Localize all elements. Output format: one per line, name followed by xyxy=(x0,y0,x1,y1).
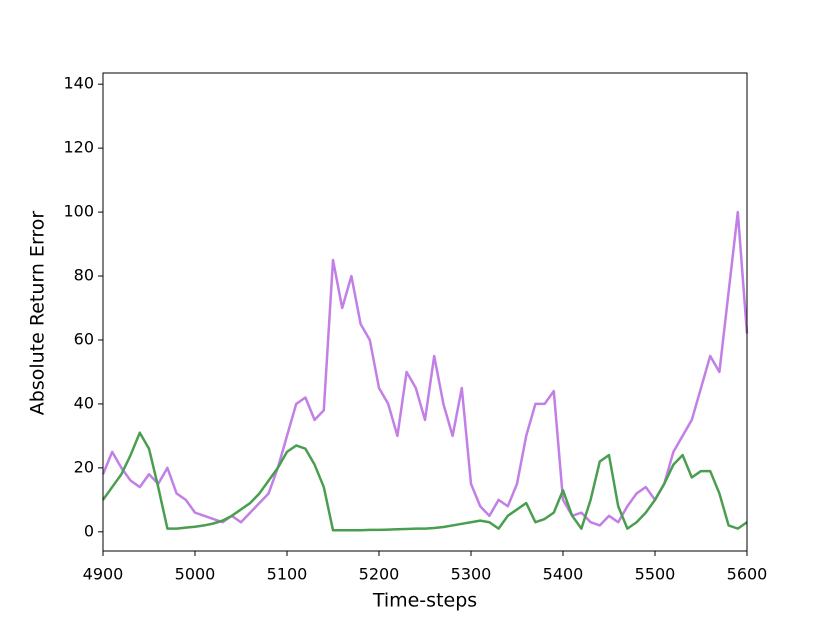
x-tick-label: 5000 xyxy=(175,565,216,584)
x-tick-label: 5100 xyxy=(267,565,308,584)
series-line xyxy=(101,431,748,532)
y-tick-label: 140 xyxy=(63,74,94,93)
plot-frame xyxy=(102,72,748,552)
x-tick-label: 5200 xyxy=(359,565,400,584)
y-tick-label: 60 xyxy=(74,329,94,348)
y-tick-label: 0 xyxy=(84,521,94,540)
x-axis-label: Time-steps xyxy=(372,590,477,612)
y-tick-label: 20 xyxy=(74,457,94,476)
x-tick-label: 5300 xyxy=(451,565,492,584)
y-tick-label: 100 xyxy=(63,202,94,221)
x-tick-label: 5500 xyxy=(635,565,676,584)
series-line xyxy=(101,210,749,527)
y-tick-label: 120 xyxy=(63,138,94,157)
y-tick-label: 40 xyxy=(74,393,94,412)
y-tick-label: 80 xyxy=(74,266,94,285)
x-tick-label: 4900 xyxy=(83,565,124,584)
y-axis-label: Absolute Return Error xyxy=(27,211,49,416)
x-tick-label: 5400 xyxy=(543,565,584,584)
x-tick-label: 5600 xyxy=(727,565,768,584)
